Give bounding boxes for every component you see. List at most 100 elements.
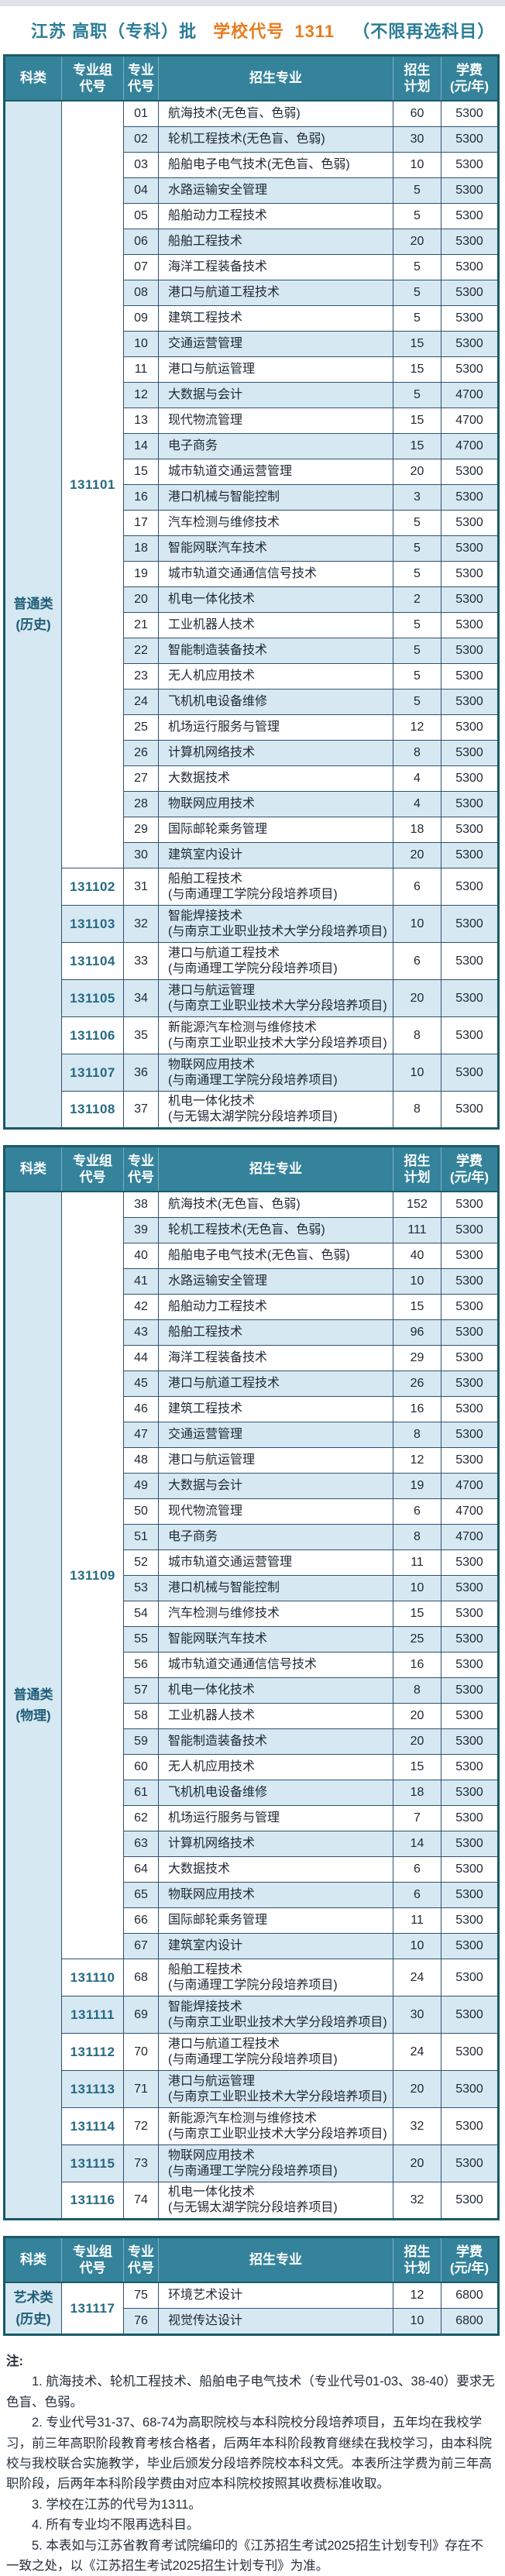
major-name-cell: 海洋工程装备技术 xyxy=(158,1345,393,1371)
fee-cell: 5300 xyxy=(441,1575,499,1601)
major-row: 58 工业机器人技术 20 5300 xyxy=(5,1703,499,1729)
major-name-cell: 城市轨道交通通信信号技术 xyxy=(158,561,393,587)
major-row: 18 智能网联汽车技术 5 5300 xyxy=(5,535,499,562)
major-name-cell: 飞机机电设备维修 xyxy=(158,689,393,715)
major-row: 65 物联网应用技术 6 5300 xyxy=(5,1882,499,1908)
major-code-cell: 15 xyxy=(123,459,159,485)
major-name: 港口与航道工程技术 xyxy=(168,286,280,299)
major-row: 17 汽车检测与维修技术 5 5300 xyxy=(5,510,499,536)
major-code-cell: 39 xyxy=(123,1217,159,1243)
major-name: 交通运营管理 xyxy=(168,337,243,350)
fee-cell: 5300 xyxy=(441,1780,499,1806)
plan-cell: 96 xyxy=(393,1319,441,1346)
major-name-cell: 港口与航运管理 xyxy=(158,356,393,383)
group-code-cell: 131113 xyxy=(61,2070,124,2108)
major-name: 视觉传达设计 xyxy=(168,2314,243,2327)
plan-cell: 15 xyxy=(393,331,441,357)
major-name-cell: 船舶工程技术 xyxy=(158,229,393,255)
major-name: 海洋工程装备技术 xyxy=(168,1351,268,1364)
group-code-cell: 131109 xyxy=(61,1191,124,1959)
major-name: 大数据技术 xyxy=(168,772,231,785)
plan-cell: 5 xyxy=(393,280,441,306)
fee-header: 学费 (元/年) xyxy=(441,1146,499,1192)
category-header: 科类 xyxy=(4,55,62,101)
major-code-cell: 12 xyxy=(123,382,159,408)
fee-cell: 5300 xyxy=(441,2144,499,2182)
major-name-cell: 城市轨道交通运营管理 xyxy=(158,459,393,485)
plan-cell: 15 xyxy=(393,1754,441,1780)
school-code-label: 学校代号 xyxy=(213,22,285,41)
major-row: 09 建筑工程技术 5 5300 xyxy=(5,305,499,332)
major-row: 45 港口与航道工程技术 26 5300 xyxy=(5,1371,499,1397)
major-code-cell: 44 xyxy=(123,1345,159,1371)
major-name: 飞机机电设备维修 xyxy=(168,695,268,708)
major-row: 42 船舶动力工程技术 15 5300 xyxy=(5,1294,499,1320)
major-name: 无人机应用技术 xyxy=(168,669,256,683)
major-name: 智能制造装备技术 xyxy=(168,644,268,657)
major-name-cell: 大数据与会计 xyxy=(158,1473,393,1499)
major-row: 07 海洋工程装备技术 5 5300 xyxy=(5,254,499,280)
major-name-cell: 智能制造装备技术 xyxy=(158,638,393,664)
fee-cell: 5300 xyxy=(441,1268,499,1295)
major-code-cell: 07 xyxy=(123,254,159,280)
major-name: 机电一体化技术 xyxy=(168,2186,256,2199)
plan-cell: 40 xyxy=(393,1243,441,1269)
major-subproject: (与南通理工学院分段培养项目) xyxy=(168,1073,338,1087)
notes-title: 注: xyxy=(6,2354,23,2368)
major-code-cell: 66 xyxy=(123,1907,159,1934)
major-code-cell: 14 xyxy=(123,433,159,459)
major-name: 机电一体化技术 xyxy=(168,1684,256,1697)
major-name-cell: 建筑工程技术 xyxy=(158,1396,393,1422)
plan-cell: 29 xyxy=(393,1345,441,1371)
major-row: 131114 72 新能源汽车检测与维修技术 (与南京工业职业技术大学分段培养项目) 3… xyxy=(5,2107,499,2145)
plan-cell: 20 xyxy=(393,1703,441,1729)
major-name: 港口机械与智能控制 xyxy=(168,490,280,504)
major-code-cell: 40 xyxy=(123,1243,159,1269)
major-code-cell: 23 xyxy=(123,663,159,690)
plan-cell: 152 xyxy=(393,1191,441,1218)
major-code-cell: 43 xyxy=(123,1319,159,1346)
major-code-cell: 76 xyxy=(123,2308,159,2335)
plan-header: 招生 计划 xyxy=(393,1146,441,1192)
major-code-cell: 70 xyxy=(123,2033,159,2071)
plan-cell: 8 xyxy=(393,1524,441,1550)
note-item-3: 3. 学校在江苏的代号为1311。 xyxy=(32,2497,201,2512)
plan-cell: 5 xyxy=(393,535,441,562)
plan-cell: 111 xyxy=(393,1217,441,1243)
major-code-cell: 10 xyxy=(123,331,159,357)
major-row: 51 电子商务 8 4700 xyxy=(5,1524,499,1550)
fee-cell: 5300 xyxy=(441,229,499,255)
plan-cell: 20 xyxy=(393,459,441,485)
group-code-cell: 131111 xyxy=(61,1996,124,2034)
major-name: 智能焊接技术 xyxy=(168,2000,243,2014)
admission-table-3: 科类 专业组 代号 专业 代号 招生专业 招生 计划 学费 (元/年) 艺术类 (历史) 13… xyxy=(3,2236,500,2336)
group-code-cell: 131115 xyxy=(61,2144,124,2182)
fee-cell: 5300 xyxy=(441,586,499,613)
major-name-cell: 现代物流管理 xyxy=(158,408,393,434)
major-row: 56 城市轨道交通通信信号技术 16 5300 xyxy=(5,1652,499,1678)
admission-table-1: 科类 专业组 代号 专业 代号 招生专业 招生 计划 学费 (元/年) 普通类 (历史) 13… xyxy=(3,54,500,1130)
major-name: 新能源汽车检测与维修技术 xyxy=(168,1020,318,1034)
fee-cell: 6800 xyxy=(441,2282,499,2309)
notes-list: 1. 航海技术、轮机工程技术、船舶电子电气技术（专业代号01-03、38-40）… xyxy=(6,2371,496,2576)
fee-cell: 5300 xyxy=(441,1996,499,2034)
category-cell: 普通类 (物理) xyxy=(4,1191,62,2220)
plan-cell: 8 xyxy=(393,740,441,766)
major-code-cell: 04 xyxy=(123,177,159,204)
plan-cell: 5 xyxy=(393,638,441,664)
major-name-cell: 航海技术(无色盲、色弱) xyxy=(158,1191,393,1218)
major-name: 计算机网络技术 xyxy=(168,746,256,759)
major-name-cell: 船舶工程技术 xyxy=(158,1319,393,1346)
major-name-cell: 环境艺术设计 xyxy=(158,2282,393,2309)
major-row: 131112 70 港口与航道工程技术 (与南通理工学院分段培养项目) 24 5300 xyxy=(5,2033,499,2071)
major-name-cell: 港口与航道工程技术 (与南通理工学院分段培养项目) xyxy=(158,942,393,980)
major-code-cell: 73 xyxy=(123,2144,159,2182)
plan-cell: 2 xyxy=(393,586,441,613)
group-code-cell: 131107 xyxy=(61,1054,124,1092)
major-name-cell: 航海技术(无色盲、色弱) xyxy=(158,100,393,127)
major-code-cell: 51 xyxy=(123,1524,159,1550)
major-code-cell: 26 xyxy=(123,740,159,766)
major-code-cell: 03 xyxy=(123,152,159,178)
plan-cell: 20 xyxy=(393,2144,441,2182)
major-name-cell: 机电一体化技术 (与无锡太湖学院分段培养项目) xyxy=(158,1091,393,1129)
